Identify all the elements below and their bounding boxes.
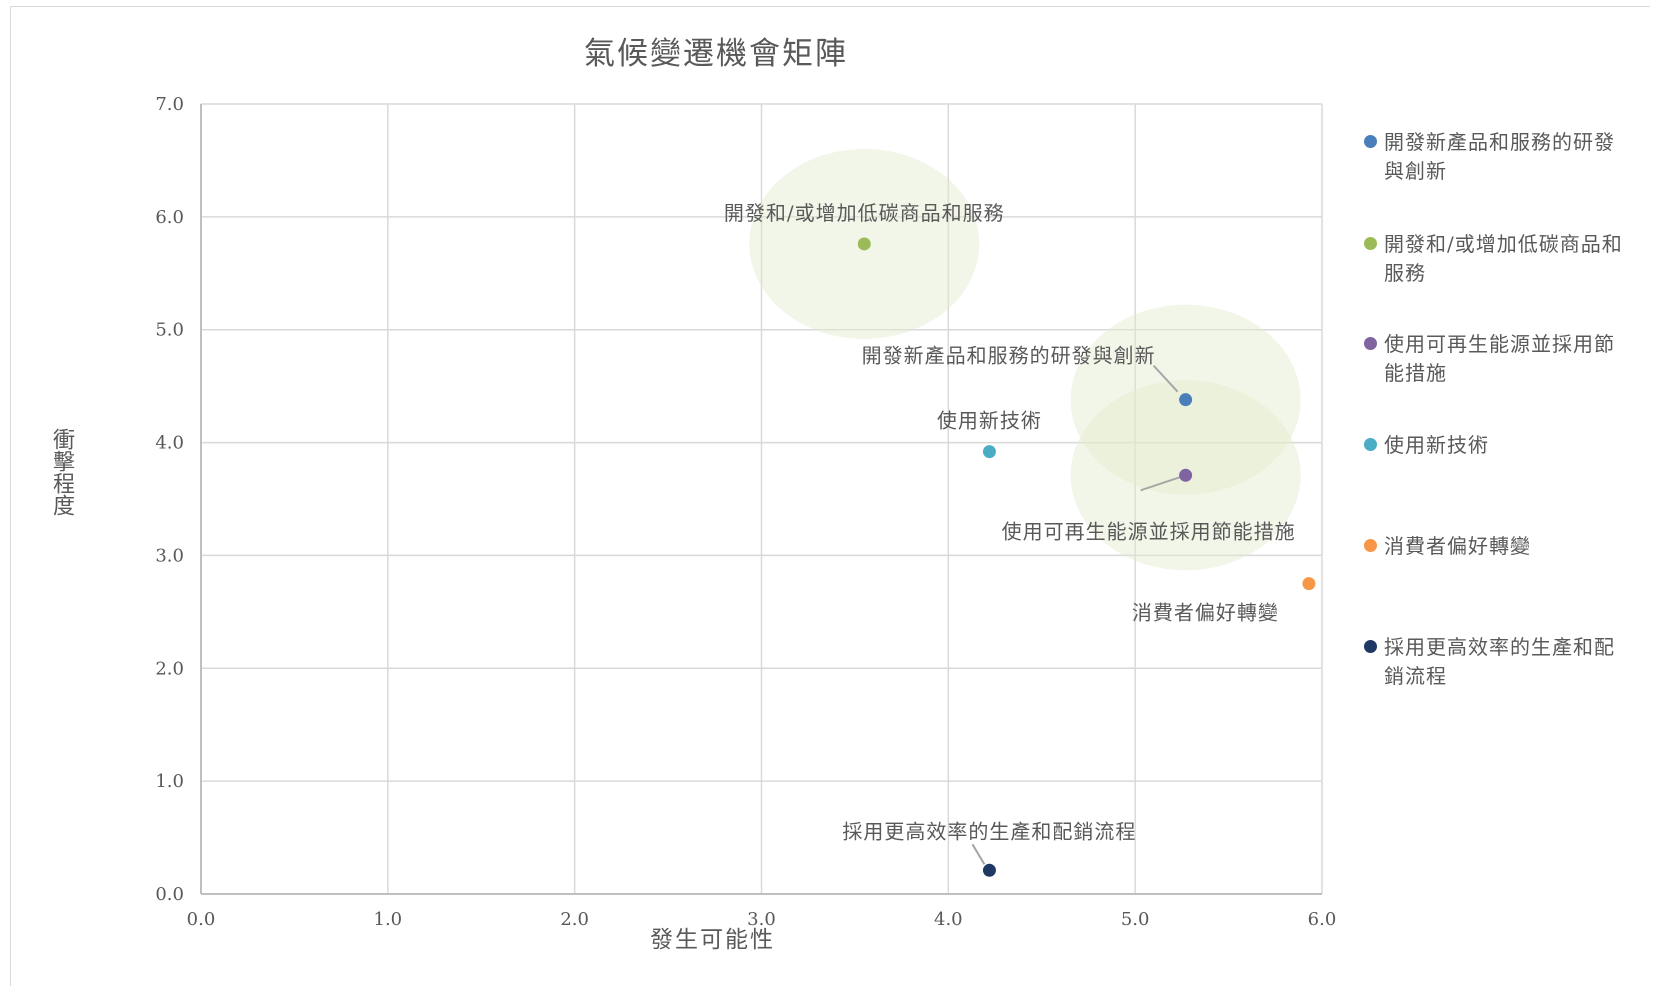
legend-item: 採用更高效率的生產和配 銷流程 [1364,633,1644,691]
legend-item: 使用新技術 [1364,431,1644,460]
x-tick-label: 5.0 [1121,909,1150,930]
scatter-point [982,863,996,877]
data-label: 消費者偏好轉變 [1132,601,1279,625]
legend-item: 消費者偏好轉變 [1364,532,1644,561]
chart-title: 氣候變遷機會矩陣 [584,36,848,72]
legend-marker [1364,640,1377,653]
data-label: 開發新產品和服務的研發與創新 [862,344,1156,368]
legend-marker [1364,237,1377,250]
chart-frame [10,6,1650,986]
x-tick-label: 3.0 [747,909,776,930]
scatter-point [857,237,871,251]
y-tick-label: 6.0 [155,207,184,228]
leader-line [1140,476,1180,492]
legend-label: 開發和/或增加低碳商品和 服務 [1384,232,1623,285]
y-tick-label: 5.0 [155,320,184,341]
data-label: 使用新技術 [937,409,1042,433]
legend-label: 採用更高效率的生產和配 銷流程 [1384,635,1615,688]
scatter-point [1302,577,1316,591]
x-tick-label: 0.0 [187,909,216,930]
legend-label: 使用可再生能源並採用節 能措施 [1384,332,1615,385]
legend-label: 開發新產品和服務的研發 與創新 [1384,130,1615,183]
legend-marker [1364,539,1377,552]
legend-marker [1364,135,1377,148]
x-tick-label: 2.0 [560,909,589,930]
legend-item: 使用可再生能源並採用節 能措施 [1364,330,1644,388]
legend-marker [1364,337,1377,350]
x-tick-label: 1.0 [374,909,403,930]
leader-line [1152,365,1179,393]
y-tick-label: 2.0 [155,658,184,679]
y-tick-label: 3.0 [155,545,184,566]
legend-label: 使用新技術 [1384,433,1489,457]
y-tick-label: 1.0 [155,771,184,792]
legend-item: 開發新產品和服務的研發 與創新 [1364,128,1644,186]
y-tick-label: 7.0 [155,94,184,115]
legend-marker [1364,438,1377,451]
leader-line [971,843,986,865]
data-label: 採用更高效率的生產和配銷流程 [842,819,1136,843]
y-tick-label: 0.0 [155,884,184,905]
scatter-point [1179,468,1193,482]
legend-label: 消費者偏好轉變 [1384,534,1531,558]
scatter-point [1179,393,1193,407]
scatter-point [982,445,996,459]
data-label: 使用可再生能源並採用節能措施 [1002,519,1296,543]
y-tick-label: 4.0 [155,433,184,454]
x-axis-title: 發生可能性 [650,927,775,953]
x-tick-label: 6.0 [1308,909,1337,930]
x-tick-label: 4.0 [934,909,963,930]
data-label: 開發和/或增加低碳商品和服務 [724,201,1005,225]
y-axis-title: 衝擊程度 [49,428,74,516]
legend-item: 開發和/或增加低碳商品和 服務 [1364,230,1644,288]
